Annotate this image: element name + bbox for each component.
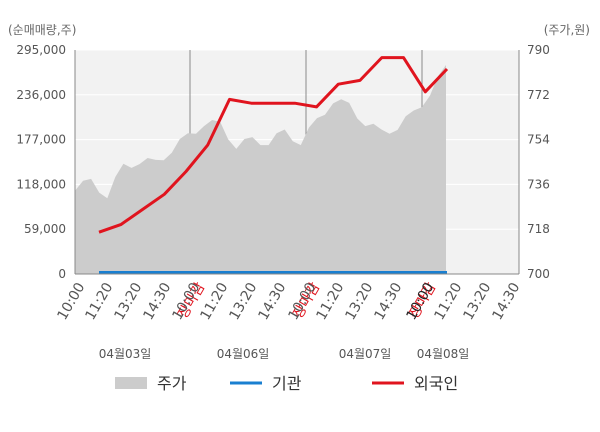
foreign-investor-series [98,56,449,234]
legend-label: 기관 [272,374,302,393]
right-tick-label: 754 [527,133,550,147]
day-label: 04월06일 [217,347,270,361]
left-tick-label: 295,000 [16,43,66,57]
day-label: 04월07일 [339,347,392,361]
right-axis-ticks: 790 772 754 736 718 700 [527,43,550,281]
x-tick-label: 14:30 [489,280,523,323]
day-labels: 04월03일 04월06일 04월07일 04월08일 [99,347,470,361]
right-tick-label: 790 [527,43,550,57]
left-tick-label: 236,000 [16,88,66,102]
right-tick-label: 700 [527,267,550,281]
left-axis-unit-label: (순매매량,주) [8,23,76,37]
x-tick-label: 13:20 [342,280,376,323]
x-tick-label: 13:20 [460,280,494,323]
price-area-shape [75,65,446,274]
price-area-series [75,65,446,274]
right-tick-label: 736 [527,177,550,191]
left-tick-label: 177,000 [16,133,66,147]
left-tick-label: 59,000 [24,222,66,236]
right-tick-label: 718 [527,222,550,236]
x-tick-label: 11:20 [82,280,116,323]
x-tick-label: 13:20 [111,280,145,323]
foreign-investor-line [98,56,449,234]
day-label: 04월03일 [99,347,152,361]
chart-legend: 주가 기관 외국인 [115,374,458,393]
day-label: 04월08일 [417,347,470,361]
legend-label: 외국인 [414,374,458,393]
x-tick-label: 14:30 [255,280,289,323]
legend-label: 주가 [157,374,187,393]
x-tick-label: 14:30 [371,280,405,323]
right-tick-label: 772 [527,88,550,102]
x-tick-label: 13:20 [226,280,260,323]
right-axis-unit-label: (주가,원) [544,23,590,37]
x-tick-label: 14:30 [140,280,174,323]
legend-swatch-price [115,377,147,389]
left-axis-ticks: 295,000 236,000 177,000 118,000 59,000 0 [16,43,66,281]
left-tick-label: 0 [58,267,66,281]
left-tick-label: 118,000 [16,177,66,191]
